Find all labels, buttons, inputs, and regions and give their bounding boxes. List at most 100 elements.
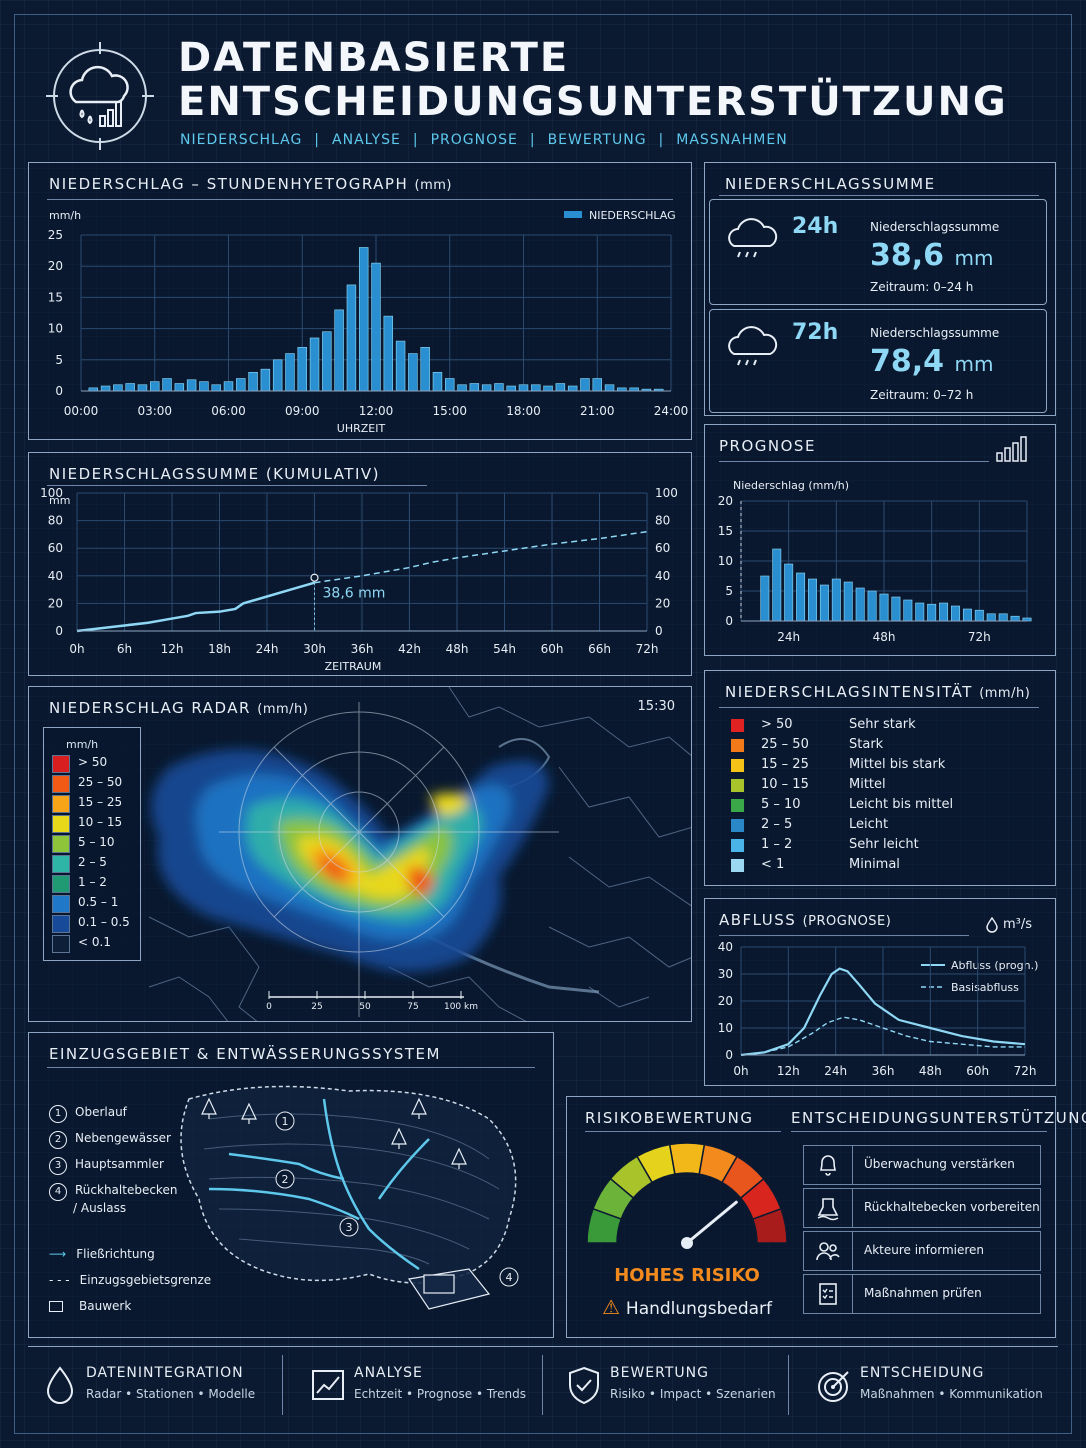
scale-label: 25 [311, 1002, 322, 1012]
sums-title: NIEDERSCHLAGSSUMME [725, 175, 936, 193]
bar [334, 309, 344, 392]
legend-boundary: - - - Einzugsgebietsgrenze [49, 1273, 211, 1287]
series-line [76, 581, 315, 633]
bar [199, 381, 209, 392]
y-tick-label: 40 [718, 940, 733, 954]
runoff-title-text: ABFLUSS [719, 911, 797, 929]
decision-action[interactable]: Maßnahmen prüfen [803, 1274, 1041, 1314]
bar [592, 378, 602, 392]
bar [248, 371, 258, 392]
radar-legend-label: 10 – 15 [78, 815, 123, 829]
bar [469, 383, 480, 392]
bar [457, 384, 467, 392]
gauge-segment [720, 1155, 765, 1200]
bar [506, 385, 516, 392]
gauge-segment [698, 1143, 739, 1184]
rain-cloud-icon [728, 218, 778, 258]
structure-icon [49, 1301, 63, 1312]
radar-legend-label: 5 – 10 [78, 835, 115, 849]
y-tick-label: 100 [40, 486, 63, 500]
intensity-range: 2 – 5 [761, 817, 793, 832]
decision-action[interactable]: Rückhaltebecken vorbereiten [803, 1188, 1041, 1228]
bar [808, 578, 817, 622]
runoff-title-sub: (PROGNOSE) [802, 914, 892, 929]
item-label: Oberlauf [75, 1105, 127, 1119]
x-tick-label: 0h [69, 642, 84, 656]
subtitle-item: BEWERTUNG [547, 132, 647, 148]
bell-icon [804, 1146, 853, 1184]
sum-value-number: 38,6 [870, 238, 945, 273]
hyetograph-title-text: NIEDERSCHLAG – STUNDENHYETOGRAPH [49, 175, 409, 193]
radar-time: 15:30 [637, 699, 675, 714]
gauge-segment [609, 1155, 654, 1200]
cumulative-title: NIEDERSCHLAGSSUMME (KUMULATIV) [49, 465, 381, 483]
x-tick-label: 24h [777, 630, 800, 644]
gauge-hub [681, 1237, 693, 1249]
runoff-unit: m³/s [1003, 917, 1033, 932]
y-tick-label: 15 [48, 290, 63, 304]
risk-title: RISIKOBEWERTUNG [585, 1109, 754, 1127]
intensity-desc: Stark [849, 737, 884, 752]
footer-sub: Echtzeit • Prognose • Trends [354, 1387, 526, 1401]
y-tick-label: 10 [718, 1021, 733, 1035]
bar [891, 596, 901, 622]
bar [309, 337, 320, 392]
bar-chart-icon [996, 436, 1027, 462]
y-tick-label: 10 [718, 554, 733, 568]
item-label: Rückhaltebecken [75, 1183, 178, 1197]
color-swatch [52, 895, 70, 913]
x-tick-label: 24h [256, 642, 279, 656]
footer-sub: Maßnahmen • Kommunikation [860, 1387, 1043, 1401]
color-swatch [52, 915, 70, 933]
footer-title: DATENINTEGRATION [86, 1365, 244, 1381]
drop-icon [46, 1366, 74, 1404]
footer-title: ANALYSE [354, 1365, 423, 1381]
bar [962, 608, 972, 622]
water-drop-icon [986, 917, 998, 933]
legend-swatch [564, 211, 582, 218]
x-tick-label: 24:00 [654, 404, 689, 418]
intensity-range: 1 – 2 [761, 837, 793, 852]
dashed-line-icon: - - - [49, 1273, 70, 1287]
x-tick-label: 54h [493, 642, 516, 656]
gauge-segment [635, 1143, 676, 1184]
y-tick-label: 20 [718, 494, 733, 508]
svg-text:2: 2 [282, 1173, 289, 1186]
bar [297, 347, 307, 392]
y-tick-label: 80 [48, 514, 63, 528]
series-line [740, 1016, 1025, 1056]
footer-item-evaluation: BEWERTUNG Risiko • Impact • Szenarien [552, 1347, 796, 1423]
bar [867, 590, 877, 622]
x-tick-label: 60h [541, 642, 564, 656]
sum-value-24h: 38,6 mm [870, 238, 993, 273]
bar [125, 383, 135, 392]
bar [186, 379, 197, 392]
hyetograph-xlabel: UHRZEIT [337, 422, 386, 435]
bar [395, 340, 406, 392]
catchment-title: EINZUGSGEBIET & ENTWÄSSERUNGSSYSTEM [49, 1045, 441, 1063]
y-tick-label: 40 [48, 569, 63, 583]
catchment-item-4: 4 Rückhaltebecken [49, 1183, 177, 1201]
y-tick-label: 0 [725, 614, 733, 628]
bar [432, 371, 443, 392]
x-tick-label: 18:00 [506, 404, 541, 418]
border-lines [148, 687, 691, 1021]
bar [100, 385, 111, 392]
x-tick-label: 6h [117, 642, 132, 656]
bar [137, 384, 148, 392]
runoff-legend-forecast: Abfluss (progn.) [951, 959, 1038, 972]
radar-map: 0 25 50 75 100 km [148, 687, 691, 1021]
color-swatch [52, 835, 70, 853]
radar-legend: mm/h > 50 25 – 50 15 – 25 10 – 15 5 – 10 2 – … [43, 727, 141, 961]
hyetograph-ylabel: mm/h [49, 209, 81, 222]
sum-value-unit: mm [954, 246, 994, 270]
decision-action[interactable]: Überwachung verstärken [803, 1145, 1041, 1185]
scale-label: 0 [266, 1002, 272, 1012]
footer-title: BEWERTUNG [610, 1365, 709, 1381]
bar [162, 378, 172, 392]
decision-action[interactable]: Akteure informieren [803, 1231, 1041, 1271]
gauge-segment [668, 1142, 706, 1175]
y-tick-label-right: 60 [655, 541, 670, 555]
gauge-segment [739, 1177, 782, 1221]
bar [518, 384, 529, 392]
